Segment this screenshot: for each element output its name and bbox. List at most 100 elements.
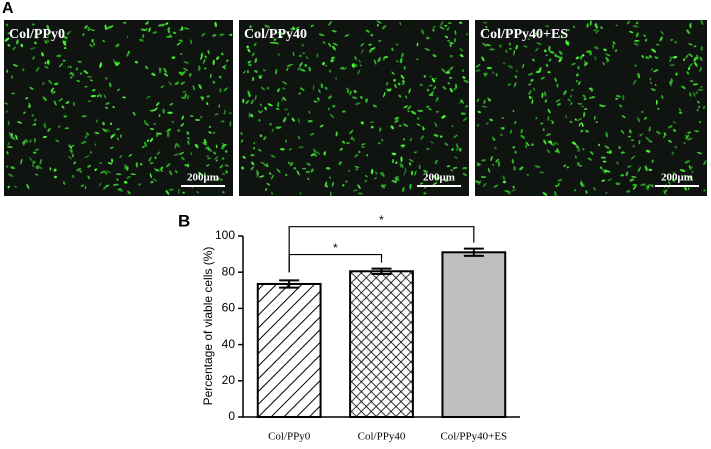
cell (349, 90, 352, 96)
cell (105, 102, 110, 105)
cell (7, 142, 10, 146)
cell (207, 49, 210, 55)
cell (105, 77, 108, 80)
cell (39, 158, 42, 165)
cell (219, 33, 225, 36)
cell (403, 172, 406, 176)
cell (69, 149, 73, 155)
cell (453, 156, 458, 159)
cell (208, 131, 212, 134)
cell (492, 136, 495, 141)
scale-bar-label: 200μm (661, 172, 693, 184)
cell (454, 30, 457, 35)
cell (94, 131, 100, 135)
cell (173, 153, 179, 157)
cell (450, 169, 454, 172)
cell (84, 185, 87, 190)
cell (578, 164, 583, 167)
cell (299, 192, 302, 195)
cell (600, 156, 606, 159)
cell (535, 47, 539, 52)
cell (446, 165, 451, 168)
error-bar (279, 279, 300, 289)
cell (189, 115, 194, 117)
cell (298, 146, 304, 149)
cell (644, 165, 648, 172)
cell (291, 117, 295, 122)
cell (620, 151, 625, 154)
cell (556, 83, 559, 88)
cell (354, 56, 357, 61)
cell (11, 92, 16, 95)
cell (554, 191, 557, 197)
cell (474, 180, 480, 184)
cell (43, 122, 47, 129)
cell (307, 120, 313, 123)
cell (155, 102, 160, 107)
cell (221, 52, 224, 56)
cell (67, 30, 72, 35)
cell (99, 162, 103, 164)
cell (258, 74, 263, 78)
cell (144, 65, 149, 70)
cell (424, 47, 430, 51)
cell (264, 24, 270, 28)
cell (547, 108, 551, 114)
cell (279, 35, 283, 38)
cell (162, 108, 165, 114)
cell (593, 115, 596, 120)
cell (84, 134, 88, 139)
cell (647, 184, 650, 189)
cell (275, 126, 282, 129)
cell (505, 49, 508, 53)
cell (67, 65, 70, 68)
cell (528, 90, 532, 95)
cell (699, 66, 702, 72)
cell (328, 42, 332, 48)
cell (149, 128, 155, 131)
cell (614, 49, 618, 52)
cell (313, 148, 317, 154)
cell (163, 67, 167, 73)
cell (528, 83, 532, 86)
cell (182, 90, 187, 94)
cell (330, 60, 334, 63)
cell (515, 69, 518, 73)
cell (414, 151, 418, 154)
cell (64, 127, 70, 130)
cell (259, 134, 263, 138)
cell (649, 81, 653, 85)
cell (531, 99, 534, 104)
cell (398, 82, 401, 86)
cell (68, 155, 73, 160)
cell (266, 86, 270, 90)
cell (649, 77, 652, 81)
cell (381, 25, 387, 30)
cell (512, 146, 516, 149)
cell (283, 108, 289, 111)
cell (563, 164, 566, 167)
cell (105, 170, 112, 174)
cell (700, 85, 703, 89)
cell (179, 152, 184, 155)
cell (651, 184, 654, 188)
cell (250, 153, 255, 157)
cell (154, 156, 157, 160)
cell (654, 56, 659, 59)
cell (339, 147, 343, 151)
cell (307, 177, 310, 180)
cell (180, 123, 185, 127)
cell (394, 120, 399, 123)
cell (289, 148, 292, 151)
cell (329, 113, 335, 119)
cell (100, 170, 106, 174)
cell (325, 167, 331, 170)
cell (335, 77, 338, 80)
cell (446, 26, 450, 31)
cell (575, 56, 579, 60)
cell (270, 154, 276, 158)
cell (245, 100, 250, 105)
cell (602, 62, 605, 66)
cell (104, 24, 107, 31)
cell (73, 101, 75, 107)
